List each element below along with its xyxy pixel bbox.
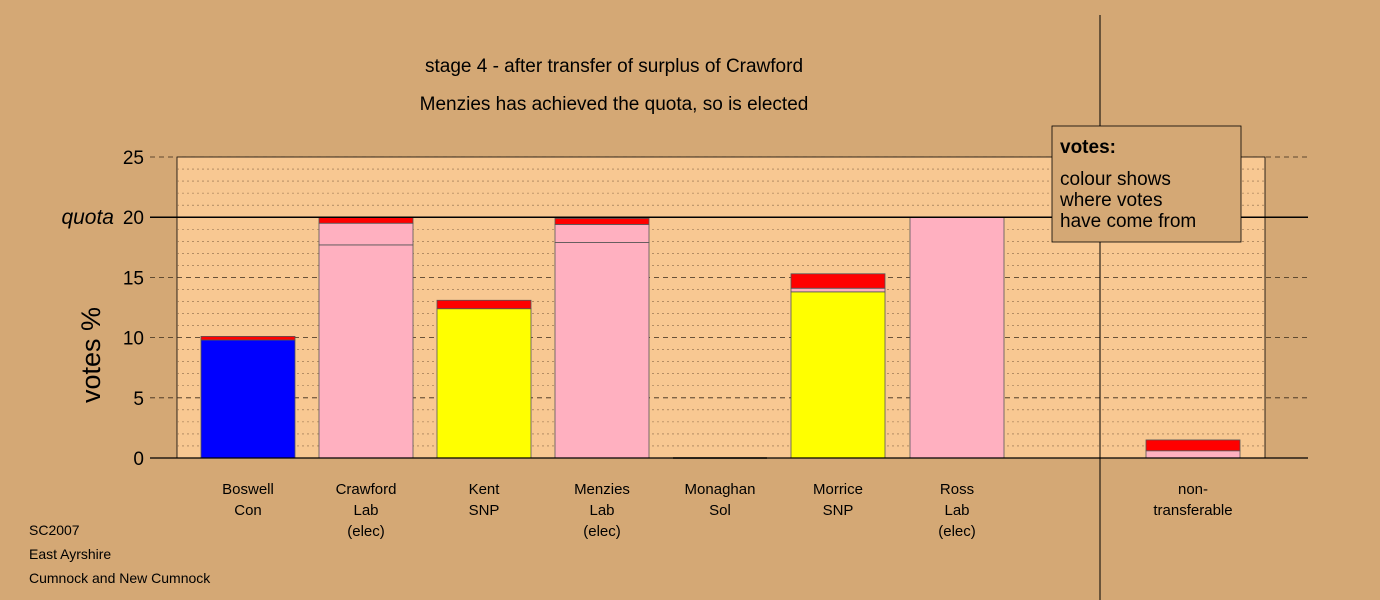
bar-segment: [790, 291, 886, 459]
legend-line: have come from: [1060, 211, 1196, 232]
category-label: transferable: [1153, 502, 1232, 519]
bars: [200, 216, 1241, 459]
legend-line: where votes: [1059, 190, 1162, 211]
footer-line: East Ayrshire: [29, 546, 111, 562]
category-label: Kent: [469, 481, 501, 498]
y-tick-label: 0: [133, 449, 144, 470]
category-label: SNP: [823, 502, 854, 519]
category-label: (elec): [938, 523, 976, 540]
category-label: Lab: [944, 502, 969, 519]
category-label: Sol: [709, 502, 731, 519]
category-labels: Boswell Con Crawford Lab (elec) Kent SNP Menzie…: [222, 481, 1232, 540]
legend-box: [1051, 125, 1242, 243]
bar-segment: [318, 244, 414, 459]
y-tick-label: 25: [123, 148, 144, 169]
bar-segment: [318, 216, 414, 224]
category-label: Lab: [353, 502, 378, 519]
bar-segment: [1145, 439, 1241, 452]
bar-segment: [436, 299, 532, 310]
bar-segment: [200, 335, 296, 341]
footer-line: Cumnock and New Cumnock: [29, 570, 211, 586]
category-label: Boswell: [222, 481, 274, 498]
category-label: Con: [234, 502, 262, 519]
bar-segment: [909, 216, 1005, 459]
bar-segment: [554, 218, 650, 225]
bar-segment: [436, 308, 532, 459]
chart-subtitle: Menzies has achieved the quota, so is el…: [420, 94, 809, 115]
bar-segment: [554, 242, 650, 459]
y-tick-label: 15: [123, 268, 144, 289]
category-label: (elec): [583, 523, 621, 540]
chart-title: stage 4 - after transfer of surplus of C…: [425, 56, 803, 77]
category-label: Morrice: [813, 481, 863, 498]
legend: votes: colour shows where votes have com…: [1051, 125, 1242, 243]
y-tick-label: 10: [123, 329, 144, 350]
bar-segment: [318, 222, 414, 246]
legend-title: votes:: [1060, 137, 1116, 158]
quota-label: quota: [61, 206, 114, 229]
bar-segment: [200, 339, 296, 459]
category-label: Lab: [589, 502, 614, 519]
category-label: (elec): [347, 523, 385, 540]
bar-segment: [1145, 450, 1241, 459]
category-label: Monaghan: [685, 481, 756, 498]
category-label: non-: [1178, 481, 1208, 498]
category-label: SNP: [469, 502, 500, 519]
bar-segment: [554, 224, 650, 243]
y-axis-label: votes %: [76, 307, 106, 403]
category-label: Ross: [940, 481, 974, 498]
y-tick-label: 5: [133, 389, 144, 410]
category-label: Menzies: [574, 481, 630, 498]
bar-segment: [790, 273, 886, 289]
category-label: Crawford: [336, 481, 397, 498]
y-tick-label: 20: [123, 208, 144, 229]
legend-line: colour shows: [1060, 169, 1171, 190]
bar-segment: [790, 287, 886, 293]
footer-line: SC2007: [29, 522, 80, 538]
